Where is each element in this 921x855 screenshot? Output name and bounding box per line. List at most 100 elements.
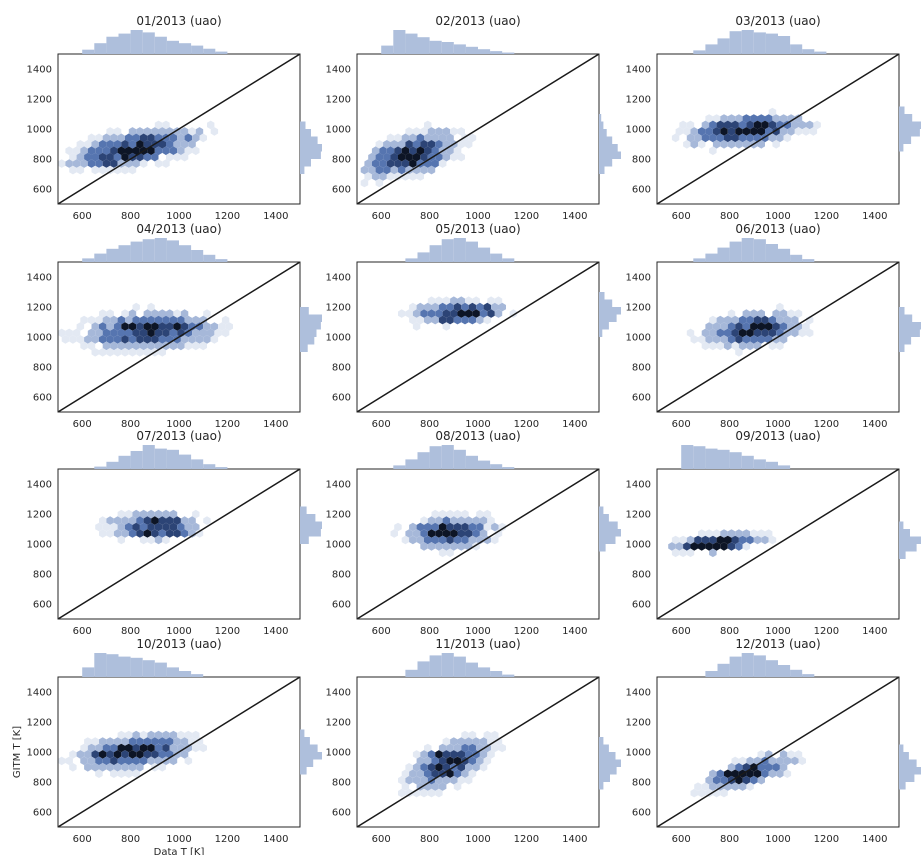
hex-cell: [472, 309, 480, 318]
panel-9: 09/2013 (uao) 600 800 1000 1200 1400 600 800 100…: [626, 429, 921, 637]
hex-cell: [121, 529, 129, 538]
hist-y-bar: [599, 129, 607, 137]
hist-x-bar: [705, 671, 718, 677]
x-tick-label: 1000: [765, 211, 790, 222]
hist-y-bar: [599, 514, 609, 522]
hex-cell: [431, 146, 439, 156]
hist-y-bar: [899, 337, 912, 345]
hexbin-cells: [95, 509, 211, 545]
hex-cell: [446, 548, 454, 558]
panel-title: 10/2013 (uao): [136, 637, 221, 651]
x-tick-label: 1000: [765, 419, 790, 430]
hex-cell: [106, 763, 114, 772]
hex-cell: [113, 335, 122, 344]
hex-cell: [438, 315, 447, 325]
hex-cell: [390, 140, 398, 149]
hex-cell: [757, 114, 765, 123]
hex-cell: [442, 737, 451, 746]
hex-cell: [158, 309, 166, 318]
hex-cell: [794, 127, 803, 136]
hex-cell: [479, 309, 488, 318]
hist-x-bar: [191, 459, 204, 469]
marginal-hist-y: [599, 292, 621, 337]
hex-cell: [199, 743, 207, 753]
x-tick-label: 1200: [814, 626, 839, 637]
hex-cell: [386, 172, 395, 181]
y-tick-label: 600: [632, 600, 651, 611]
y-tick-label: 1400: [27, 273, 52, 284]
hist-x-bar: [429, 245, 442, 262]
hex-cell: [735, 322, 743, 331]
hex-cell: [742, 763, 751, 772]
hex-cell: [709, 769, 717, 778]
x-tick-label: 800: [420, 626, 439, 637]
hist-y-bar: [599, 121, 604, 129]
hex-cell: [84, 152, 92, 162]
hex-cell: [173, 152, 181, 162]
hex-cell: [386, 133, 395, 143]
hex-cell: [136, 322, 144, 331]
hex-cell: [147, 756, 155, 766]
hex-cell: [427, 127, 436, 136]
hex-cell: [746, 120, 754, 130]
hist-x-bar: [729, 241, 742, 262]
hex-cell: [416, 315, 424, 325]
hex-cell: [173, 737, 181, 746]
hex-cell: [476, 315, 484, 325]
hex-cell: [727, 529, 736, 538]
hexbin-cells: [58, 730, 207, 778]
hex-cell: [698, 127, 706, 136]
hex-cell: [694, 133, 702, 143]
hist-x-bar: [705, 448, 718, 469]
hex-cell: [431, 756, 439, 766]
x-tick-label: 1000: [765, 626, 790, 637]
hist-y-bar: [300, 737, 310, 745]
hist-x-bar: [729, 31, 742, 54]
hex-cell: [221, 315, 230, 325]
hex-cell: [203, 516, 211, 525]
hex-cell: [690, 140, 698, 149]
hex-cell: [405, 775, 413, 785]
hex-cell: [128, 140, 137, 149]
x-tick-label: 600: [672, 834, 691, 845]
hex-cell: [435, 763, 443, 772]
panel-title: 05/2013 (uao): [435, 222, 520, 236]
hist-x-bar: [717, 663, 730, 677]
hist-x-bar: [405, 669, 418, 677]
hist-x-bar: [154, 36, 167, 54]
hex-cell: [487, 296, 495, 305]
x-tick-label: 800: [121, 626, 140, 637]
hex-cell: [427, 542, 436, 551]
x-tick-label: 600: [672, 626, 691, 637]
x-tick-label: 1000: [765, 834, 790, 845]
hex-cell: [128, 309, 137, 318]
hex-cell: [720, 140, 728, 149]
hex-cell: [203, 335, 211, 344]
hex-cell: [416, 172, 424, 181]
y-tick-label: 800: [632, 363, 651, 374]
hex-cell: [720, 529, 728, 538]
x-tick-label: 1000: [166, 834, 191, 845]
hex-cell: [162, 328, 170, 338]
hex-cell: [783, 315, 792, 325]
y-tick-label: 800: [632, 570, 651, 581]
hist-x-bar: [453, 656, 466, 677]
hex-cell: [106, 529, 114, 538]
hex-cell: [139, 133, 148, 143]
hex-cell: [166, 309, 174, 318]
hist-y-bar: [899, 322, 921, 330]
hex-cell: [169, 730, 178, 740]
y-tick-label: 800: [632, 155, 651, 166]
hex-cell: [110, 522, 118, 532]
x-tick-label: 1200: [215, 626, 240, 637]
hex-cell: [694, 782, 702, 791]
hex-cell: [791, 328, 799, 338]
hex-cell: [438, 548, 447, 558]
hex-cell: [461, 743, 469, 753]
hex-cell: [431, 159, 439, 168]
hex-cell: [472, 516, 480, 525]
hex-cell: [435, 542, 443, 551]
hex-cell: [435, 309, 443, 318]
hex-cell: [468, 522, 477, 532]
hex-cell: [188, 322, 196, 331]
